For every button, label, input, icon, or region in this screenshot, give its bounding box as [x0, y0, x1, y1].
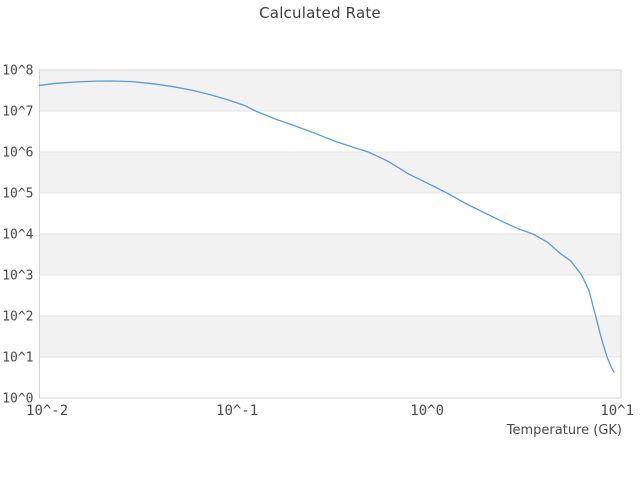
x-tick-label: 10^0 [410, 403, 444, 419]
y-tick-label: 10^4 [2, 228, 33, 243]
decade-band [39, 234, 621, 275]
y-tick-label: 10^6 [2, 146, 33, 161]
x-axis-label: Temperature (GK) [506, 423, 622, 438]
y-tick-label: 10^8 [2, 64, 33, 79]
x-tick-label: 10^-2 [26, 403, 68, 419]
plot-frame [39, 69, 622, 399]
decade-band [39, 152, 621, 193]
x-tick-label: 10^1 [600, 403, 634, 419]
y-tick-label: 10^2 [2, 310, 33, 325]
y-tick-label: 10^0 [2, 392, 33, 407]
x-tick-label: 10^-1 [216, 403, 258, 419]
y-tick-label: 10^1 [2, 351, 33, 366]
y-tick-label: 10^7 [2, 105, 33, 120]
series-line-calculated-rate [38, 80, 615, 373]
decade-band [39, 316, 621, 357]
chart-title: Calculated Rate [259, 4, 381, 22]
y-tick-label: 10^3 [2, 269, 33, 284]
y-tick-label: 10^5 [2, 187, 33, 202]
decade-band [39, 70, 621, 111]
